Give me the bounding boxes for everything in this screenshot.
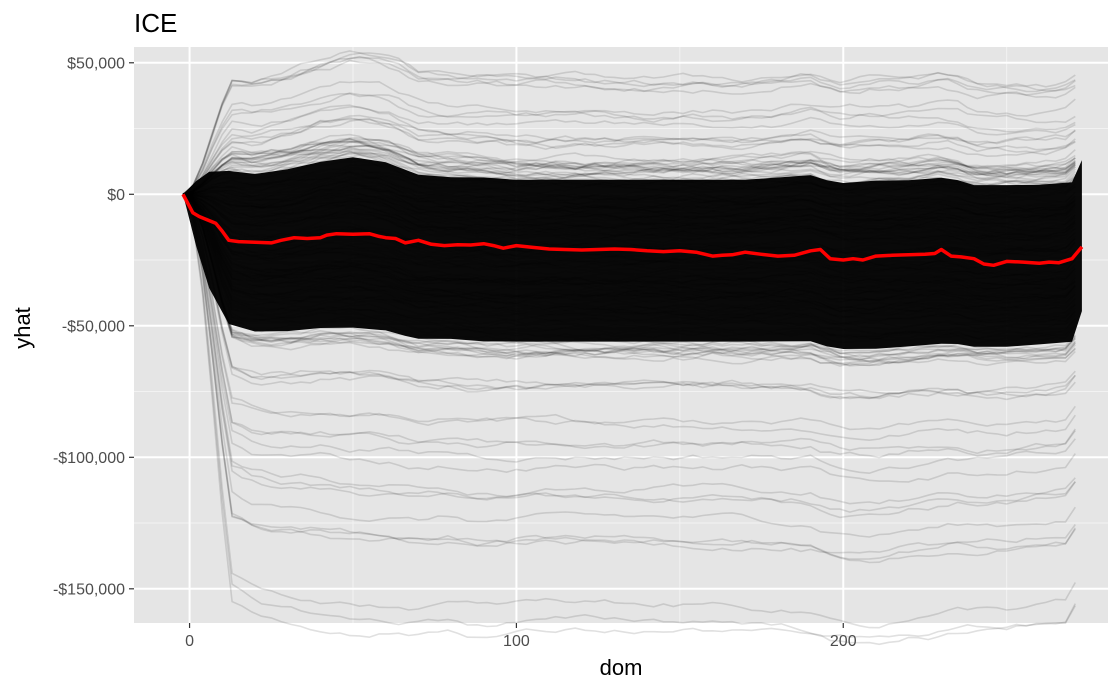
ice-curve	[182, 194, 1077, 639]
ice-curve	[182, 193, 1076, 564]
ice-curve	[182, 193, 1076, 505]
ice-curve	[182, 106, 1076, 196]
ice-curve	[182, 194, 1076, 646]
ice-curve	[182, 193, 1076, 365]
ice-curve	[182, 146, 1076, 196]
ice-curve	[182, 55, 1076, 195]
x-tick-label: 100	[503, 633, 530, 650]
ice-curve	[182, 59, 1076, 195]
x-axis: 0 100 200	[185, 623, 857, 650]
ice-curve	[182, 92, 1076, 195]
ice-curve	[182, 137, 1076, 196]
ice-curve	[182, 140, 1076, 196]
y-tick-label: $0	[107, 187, 125, 204]
ice-curve	[182, 104, 1076, 196]
ice-curve	[182, 50, 1076, 195]
ice-curve	[182, 193, 1076, 395]
ice-density-core	[183, 157, 1082, 349]
ice-curve	[182, 193, 1076, 400]
ice-curve	[182, 193, 1076, 362]
ice-curve	[182, 193, 1076, 538]
ice-curve	[182, 138, 1076, 196]
ice-curve	[182, 193, 1076, 361]
ice-curve	[182, 193, 1076, 455]
ice-curve	[182, 193, 1076, 366]
y-axis-title: yhat	[10, 307, 35, 349]
ice-curve	[182, 193, 1076, 365]
y-tick-label: $50,000	[67, 55, 125, 72]
ice-curve	[182, 193, 1076, 367]
ice-curve	[182, 193, 1076, 356]
ice-curve	[182, 138, 1076, 196]
ice-curve	[182, 147, 1076, 196]
ice-curve	[182, 144, 1076, 196]
ice-curve	[182, 193, 1076, 358]
ice-curve	[182, 193, 1076, 400]
ice-curve	[182, 56, 1076, 195]
ice-curve	[182, 52, 1076, 195]
y-tick-label: -$50,000	[62, 318, 125, 335]
ice-curve	[182, 193, 1076, 483]
ice-curve	[182, 193, 1076, 401]
ice-curve	[182, 193, 1076, 355]
ice-curve	[182, 117, 1076, 196]
ice-curve	[182, 193, 1076, 459]
ice-curve	[182, 116, 1076, 196]
ice-curve	[182, 193, 1076, 367]
ice-curve	[182, 137, 1076, 196]
ice-curve	[182, 193, 1076, 358]
y-tick-label: -$150,000	[53, 581, 125, 598]
average-line	[181, 193, 1084, 268]
ice-curve	[182, 133, 1076, 196]
ice-curve	[182, 148, 1076, 196]
ice-curve	[182, 193, 1076, 560]
x-tick-label: 0	[185, 633, 194, 650]
ice-curve	[182, 193, 1076, 431]
ice-curve	[182, 114, 1076, 196]
ice-curve	[182, 193, 1076, 513]
ice-curve	[182, 193, 1076, 442]
ice-curve	[182, 144, 1076, 196]
chart-title: ICE	[134, 8, 177, 38]
ice-curve	[182, 118, 1076, 196]
ice-curve	[182, 154, 1076, 196]
y-axis: $50,000 $0 -$50,000 -$100,000 -$150,000	[53, 55, 134, 598]
ice-curve	[182, 140, 1076, 196]
ice-curve	[182, 193, 1076, 629]
x-tick-label: 200	[830, 633, 857, 650]
y-tick-label: -$100,000	[53, 450, 125, 467]
ice-curve	[182, 193, 1076, 519]
ice-curve	[182, 193, 1076, 554]
ice-curve	[182, 141, 1076, 196]
ice-curve	[182, 193, 1076, 361]
ice-curve	[182, 193, 1076, 475]
ice-curve	[182, 140, 1076, 196]
x-axis-title: dom	[600, 655, 643, 680]
ice-curve	[182, 92, 1076, 195]
ice-curve	[182, 144, 1076, 196]
ice-curve	[182, 80, 1076, 195]
